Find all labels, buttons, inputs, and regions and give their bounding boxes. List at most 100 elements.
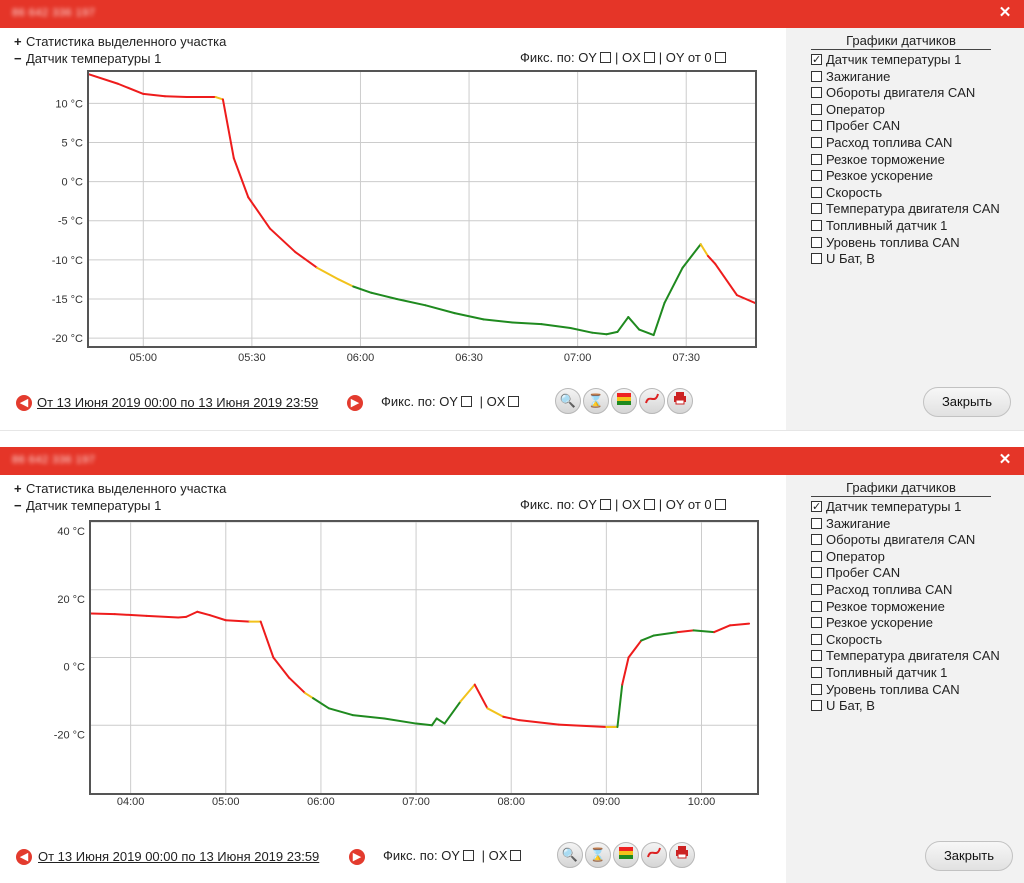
next-period-icon[interactable]: ▶ bbox=[347, 395, 363, 411]
fix-bottom-oy-checkbox[interactable] bbox=[462, 850, 474, 861]
sensor-checkbox[interactable] bbox=[811, 253, 822, 265]
y-tick-label: 20 °C bbox=[57, 594, 85, 606]
temperature-chart-1[interactable] bbox=[87, 70, 757, 348]
sensor-checkbox[interactable] bbox=[811, 683, 822, 695]
sensor-item[interactable]: Обороты двигателя CAN bbox=[811, 85, 1011, 102]
stats-toggle[interactable]: + Статистика выделенного участка bbox=[14, 34, 226, 49]
sensor-checkbox[interactable] bbox=[811, 499, 822, 516]
sensor-item[interactable]: Зажигание bbox=[811, 516, 1011, 533]
sensor-checkbox[interactable] bbox=[811, 87, 822, 99]
zoom-icon[interactable]: 🔍 bbox=[555, 388, 581, 414]
sensor-checkbox[interactable] bbox=[811, 550, 822, 562]
sensor-checkbox[interactable] bbox=[811, 219, 822, 231]
sensor-item[interactable]: Топливный датчик 1 bbox=[811, 665, 1011, 682]
print-icon[interactable] bbox=[669, 842, 695, 868]
sensor-item[interactable]: Резкое ускорение bbox=[811, 615, 1011, 632]
sensor-item[interactable]: U Бат, В bbox=[811, 698, 1011, 715]
curve-icon[interactable] bbox=[641, 842, 667, 868]
y-tick-label: -10 °C bbox=[52, 255, 83, 267]
curve-icon[interactable] bbox=[639, 388, 665, 414]
sensor-checkbox[interactable] bbox=[811, 600, 822, 612]
sensor-item-label: Скорость bbox=[826, 184, 883, 200]
series-segment bbox=[729, 622, 751, 627]
sensor-toggle[interactable]: − Датчик температуры 1 bbox=[14, 51, 161, 66]
sensor-item[interactable]: Пробег CAN bbox=[811, 118, 1011, 135]
sensor-checkbox[interactable] bbox=[811, 700, 822, 712]
print-icon[interactable] bbox=[667, 388, 693, 414]
sensor-checkbox[interactable] bbox=[811, 136, 822, 148]
fix-bottom-ox-checkbox[interactable] bbox=[508, 396, 520, 407]
stats-toggle[interactable]: + Статистика выделенного участка bbox=[14, 481, 226, 496]
sensor-checkbox[interactable] bbox=[811, 120, 822, 132]
next-period-icon[interactable]: ▶ bbox=[349, 849, 365, 865]
close-icon[interactable]: ✕ bbox=[998, 451, 1012, 468]
sensor-item[interactable]: Датчик температуры 1 bbox=[811, 499, 1011, 516]
sensor-item-label: Зажигание bbox=[826, 515, 891, 531]
fix-bottom: Фикс. по: OY | OX bbox=[383, 848, 525, 863]
sensor-item[interactable]: Оператор bbox=[811, 549, 1011, 566]
sensor-item[interactable]: Уровень топлива CAN bbox=[811, 235, 1011, 252]
sensor-item[interactable]: Зажигание bbox=[811, 69, 1011, 86]
sensor-item[interactable]: Топливный датчик 1 bbox=[811, 218, 1011, 235]
sensor-checkbox[interactable] bbox=[811, 52, 822, 69]
sensor-item[interactable]: Температура двигателя CAN bbox=[811, 201, 1011, 218]
sensor-item[interactable]: U Бат, В bbox=[811, 251, 1011, 268]
close-button[interactable]: Закрыть bbox=[923, 387, 1011, 417]
fix-bottom-ox-checkbox[interactable] bbox=[510, 850, 522, 861]
window-titlebar: 86 642 336 197 ✕ bbox=[0, 0, 1024, 28]
hourglass-icon[interactable]: ⌛ bbox=[583, 388, 609, 414]
series-segment bbox=[663, 266, 684, 304]
fix-ox-checkbox[interactable] bbox=[643, 52, 655, 63]
close-button[interactable]: Закрыть bbox=[925, 841, 1013, 871]
sensor-checkbox[interactable] bbox=[811, 517, 822, 529]
sensor-checkbox[interactable] bbox=[811, 617, 822, 629]
sensor-checkbox[interactable] bbox=[811, 186, 822, 198]
sensor-checkbox[interactable] bbox=[811, 70, 822, 82]
sensor-checkbox[interactable] bbox=[811, 650, 822, 662]
period-link[interactable]: От 13 Июня 2019 00:00 по 13 Июня 2019 23… bbox=[38, 849, 320, 864]
sensor-item[interactable]: Скорость bbox=[811, 632, 1011, 649]
x-tick-label: 09:00 bbox=[593, 796, 621, 808]
x-tick-label: 05:00 bbox=[212, 796, 240, 808]
sensor-checkbox[interactable] bbox=[811, 534, 822, 546]
fix-oy0-checkbox[interactable] bbox=[714, 499, 726, 510]
fix-oy-checkbox[interactable] bbox=[599, 52, 611, 63]
sensor-item[interactable]: Обороты двигателя CAN bbox=[811, 532, 1011, 549]
sensor-checkbox[interactable] bbox=[811, 666, 822, 678]
color-bars-icon[interactable] bbox=[613, 842, 639, 868]
sensor-toggle[interactable]: − Датчик температуры 1 bbox=[14, 498, 161, 513]
sensor-checkbox[interactable] bbox=[811, 203, 822, 215]
sensor-item[interactable]: Уровень топлива CAN bbox=[811, 682, 1011, 699]
series-segment bbox=[208, 614, 227, 622]
sensor-checkbox[interactable] bbox=[811, 633, 822, 645]
sensor-checkbox[interactable] bbox=[811, 236, 822, 248]
sensor-item[interactable]: Оператор bbox=[811, 102, 1011, 119]
sensor-checkbox[interactable] bbox=[811, 583, 822, 595]
sensor-item[interactable]: Резкое ускорение bbox=[811, 168, 1011, 185]
zoom-icon[interactable]: 🔍 bbox=[557, 842, 583, 868]
series-segment bbox=[453, 312, 485, 321]
sensor-item[interactable]: Расход топлива CAN bbox=[811, 135, 1011, 152]
sensor-item[interactable]: Резкое торможение bbox=[811, 599, 1011, 616]
fix-ox-checkbox[interactable] bbox=[643, 499, 655, 510]
fix-oy0-checkbox[interactable] bbox=[714, 52, 726, 63]
sensor-item[interactable]: Расход топлива CAN bbox=[811, 582, 1011, 599]
fix-bottom-oy-checkbox[interactable] bbox=[460, 396, 472, 407]
temperature-chart-2[interactable] bbox=[89, 520, 759, 795]
prev-period-icon[interactable]: ◀ bbox=[16, 395, 32, 411]
prev-period-icon[interactable]: ◀ bbox=[16, 849, 32, 865]
sensor-item[interactable]: Резкое торможение bbox=[811, 152, 1011, 169]
sensor-checkbox[interactable] bbox=[811, 170, 822, 182]
sensor-item[interactable]: Пробег CAN bbox=[811, 565, 1011, 582]
close-icon[interactable]: ✕ bbox=[998, 4, 1012, 21]
sensor-item[interactable]: Температура двигателя CAN bbox=[811, 648, 1011, 665]
color-bars-icon[interactable] bbox=[611, 388, 637, 414]
period-link[interactable]: От 13 Июня 2019 00:00 по 13 Июня 2019 23… bbox=[37, 395, 319, 410]
hourglass-icon[interactable]: ⌛ bbox=[585, 842, 611, 868]
fix-oy-checkbox[interactable] bbox=[599, 499, 611, 510]
sensor-checkbox[interactable] bbox=[811, 103, 822, 115]
sensor-checkbox[interactable] bbox=[811, 153, 822, 165]
sensor-item[interactable]: Скорость bbox=[811, 185, 1011, 202]
sensor-checkbox[interactable] bbox=[811, 567, 822, 579]
sensor-item[interactable]: Датчик температуры 1 bbox=[811, 52, 1011, 69]
